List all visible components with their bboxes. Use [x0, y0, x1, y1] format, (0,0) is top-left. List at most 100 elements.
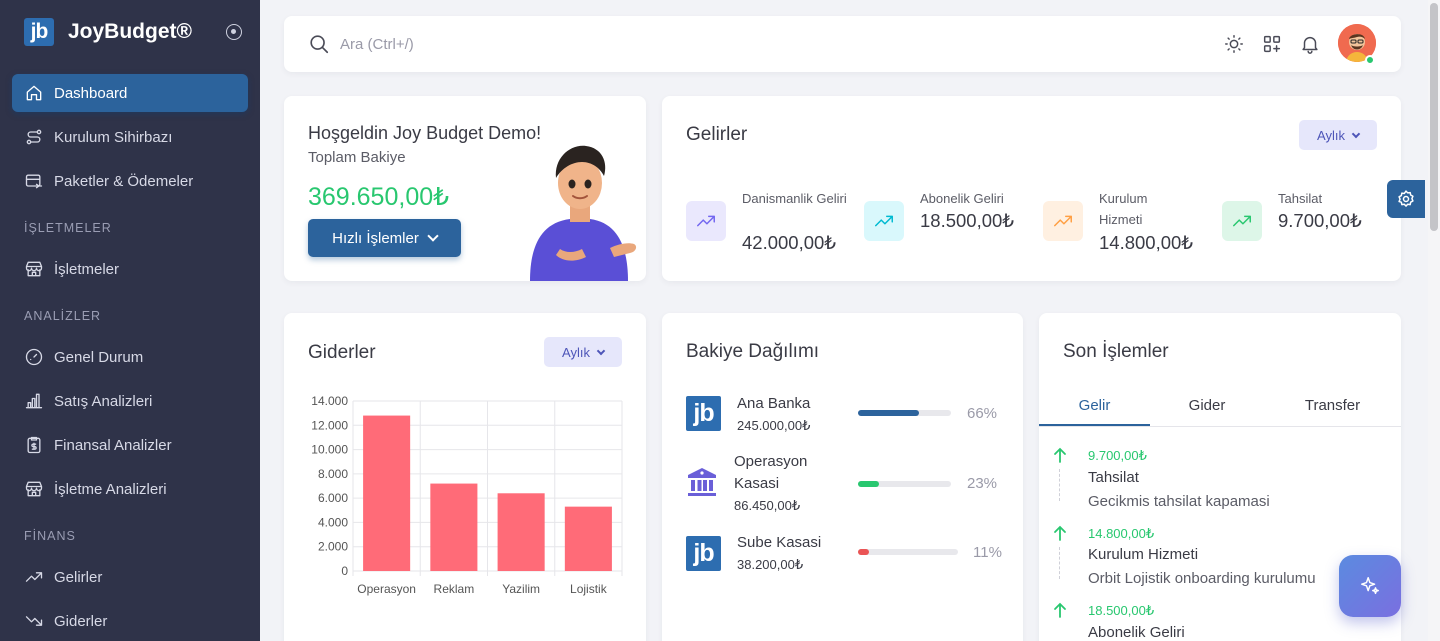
ai-assistant-button[interactable] — [1339, 555, 1401, 617]
bar — [564, 506, 612, 571]
gelirler-card: Gelirler Aylık Danismanlik Geliri 42.000… — [662, 96, 1401, 281]
trending-up-icon — [1054, 215, 1072, 227]
income-value: 18.500,00₺ — [920, 210, 1015, 231]
page-scrollbar[interactable] — [1428, 0, 1440, 641]
sidebar-item-giderler[interactable]: Giderler — [12, 602, 248, 640]
balance-percent: 23% — [967, 475, 998, 492]
income-value: 42.000,00₺ — [742, 232, 837, 253]
transaction-amount: 9.700,00₺ — [1088, 448, 1147, 463]
sidebar-item-label: Gelirler — [54, 568, 103, 586]
total-balance: 369.650,00₺ — [308, 183, 450, 211]
character-illustration — [530, 145, 637, 281]
search-input[interactable] — [340, 30, 840, 58]
brand-logo: jb — [24, 18, 54, 46]
tab-gider[interactable]: Gider — [1188, 397, 1226, 414]
bar-chart-icon — [25, 393, 43, 409]
arrow-up-icon — [1054, 602, 1066, 618]
bar — [497, 493, 545, 571]
sidebar-item-isletme-analizleri[interactable]: İşletme Analizleri — [12, 470, 248, 508]
active-tab-indicator — [1039, 424, 1150, 426]
balance-account-name: Operasyon Kasasi — [734, 453, 808, 492]
balance-percent: 11% — [973, 544, 1002, 561]
tab-gelir[interactable]: Gelir — [1078, 397, 1111, 414]
balance-account-amount: 38.200,00₺ — [737, 557, 804, 572]
y-tick-label: 12.000 — [311, 418, 348, 432]
trending-up-icon — [875, 215, 893, 227]
sidebar-item-label: Finansal Analizler — [54, 436, 172, 454]
sidebar-item-finansal-analizler[interactable]: Finansal Analizler — [12, 426, 248, 464]
gear-icon — [1398, 190, 1414, 207]
welcome-card: Hoşgeldin Joy Budget Demo! Toplam Bakiye… — [284, 96, 646, 281]
notifications-button[interactable] — [1299, 33, 1321, 55]
sidebar-item-kurulum[interactable]: Kurulum Sihirbazı — [12, 118, 248, 156]
trending-up-icon — [25, 572, 43, 582]
balance-account-name: Ana Banka — [737, 395, 811, 412]
balance-progress — [858, 410, 951, 416]
income-icon-box — [686, 201, 726, 241]
sidebar-item-dashboard[interactable]: Dashboard — [12, 74, 248, 112]
x-tick-label: Operasyon — [357, 582, 416, 596]
arrow-up-icon — [1054, 447, 1066, 463]
balance-progress-fill — [858, 410, 920, 416]
bar — [430, 483, 478, 571]
income-icon-box — [1043, 201, 1083, 241]
bar — [363, 415, 411, 571]
theme-toggle-button[interactable] — [1223, 33, 1245, 55]
giderler-period-select[interactable]: Aylık — [544, 337, 622, 367]
sidebar-item-gelirler[interactable]: Gelirler — [12, 558, 248, 596]
welcome-subtitle: Toplam Bakiye — [308, 149, 406, 166]
sidebar-item-satis-analizleri[interactable]: Satış Analizleri — [12, 382, 248, 420]
bakiye-card: Bakiye Dağılımı jb Ana Banka 245.000,00₺… — [662, 313, 1023, 641]
topbar — [284, 16, 1401, 72]
apps-add-icon — [1263, 35, 1281, 53]
income-label: Tahsilat — [1278, 191, 1323, 206]
trending-up-icon — [697, 215, 715, 227]
transaction-desc: Orbit Lojistik onboarding kurulumu — [1088, 570, 1316, 587]
x-tick-label: Yazilim — [502, 582, 540, 596]
balance-account-amount: 245.000,00₺ — [737, 418, 811, 433]
receipt-icon — [27, 436, 41, 454]
scrollbar-thumb[interactable] — [1430, 3, 1438, 231]
section-analizler: ANALİZLER — [24, 309, 102, 323]
income-value: 9.700,00₺ — [1278, 210, 1362, 231]
x-tick-label: Reklam — [434, 582, 475, 596]
balance-percent: 66% — [967, 405, 998, 422]
income-icon-box — [1222, 201, 1262, 241]
timeline-line — [1059, 469, 1060, 501]
online-status-dot — [1365, 55, 1375, 65]
section-isletmeler: İŞLETMELER — [24, 221, 112, 235]
expense-bar-chart: 0 2.000 4.000 6.000 8.000 10.000 12.000 14.000 O… — [311, 394, 623, 596]
transaction-title: Tahsilat — [1088, 469, 1139, 486]
bakiye-title: Bakiye Dağılımı — [686, 341, 820, 362]
transaction-amount: 18.500,00₺ — [1088, 603, 1155, 618]
shortcuts-button[interactable] — [1261, 33, 1283, 55]
y-tick-label: 14.000 — [311, 394, 348, 408]
sun-icon — [1225, 35, 1243, 53]
balance-progress — [858, 549, 958, 555]
sidebar-item-genel-durum[interactable]: Genel Durum — [12, 338, 248, 376]
y-tick-label: 6.000 — [318, 491, 348, 505]
brand[interactable]: jb JoyBudget® — [24, 18, 192, 46]
sidebar-item-isletmeler[interactable]: İşletmeler — [12, 250, 248, 288]
gelirler-title: Gelirler — [686, 124, 748, 145]
trending-down-icon — [25, 616, 43, 626]
sidebar-item-label: Giderler — [54, 612, 108, 630]
home-icon — [26, 85, 42, 101]
balance-progress-fill — [858, 549, 869, 555]
gelirler-period-select[interactable]: Aylık — [1299, 120, 1377, 150]
sidebar-toggle-icon[interactable] — [226, 24, 242, 40]
arrow-up-icon — [1054, 525, 1066, 541]
search-icon[interactable] — [308, 33, 330, 55]
income-label: Danismanlik Geliri — [742, 191, 847, 206]
sidebar-item-paketler[interactable]: Paketler & Ödemeler — [12, 162, 248, 200]
quick-actions-button[interactable]: Hızlı İşlemler — [308, 219, 461, 257]
bell-icon — [1302, 36, 1318, 54]
transaction-desc: Gecikmis tahsilat kapamasi — [1088, 493, 1270, 510]
tab-transfer[interactable]: Transfer — [1304, 397, 1361, 414]
giderler-title: Giderler — [308, 342, 376, 363]
sidebar-item-label: İşletme Analizleri — [54, 480, 167, 498]
sidebar-item-label: İşletmeler — [54, 260, 120, 278]
y-tick-label: 4.000 — [318, 515, 348, 529]
customizer-button[interactable] — [1387, 180, 1425, 218]
gauge-icon — [25, 348, 43, 366]
